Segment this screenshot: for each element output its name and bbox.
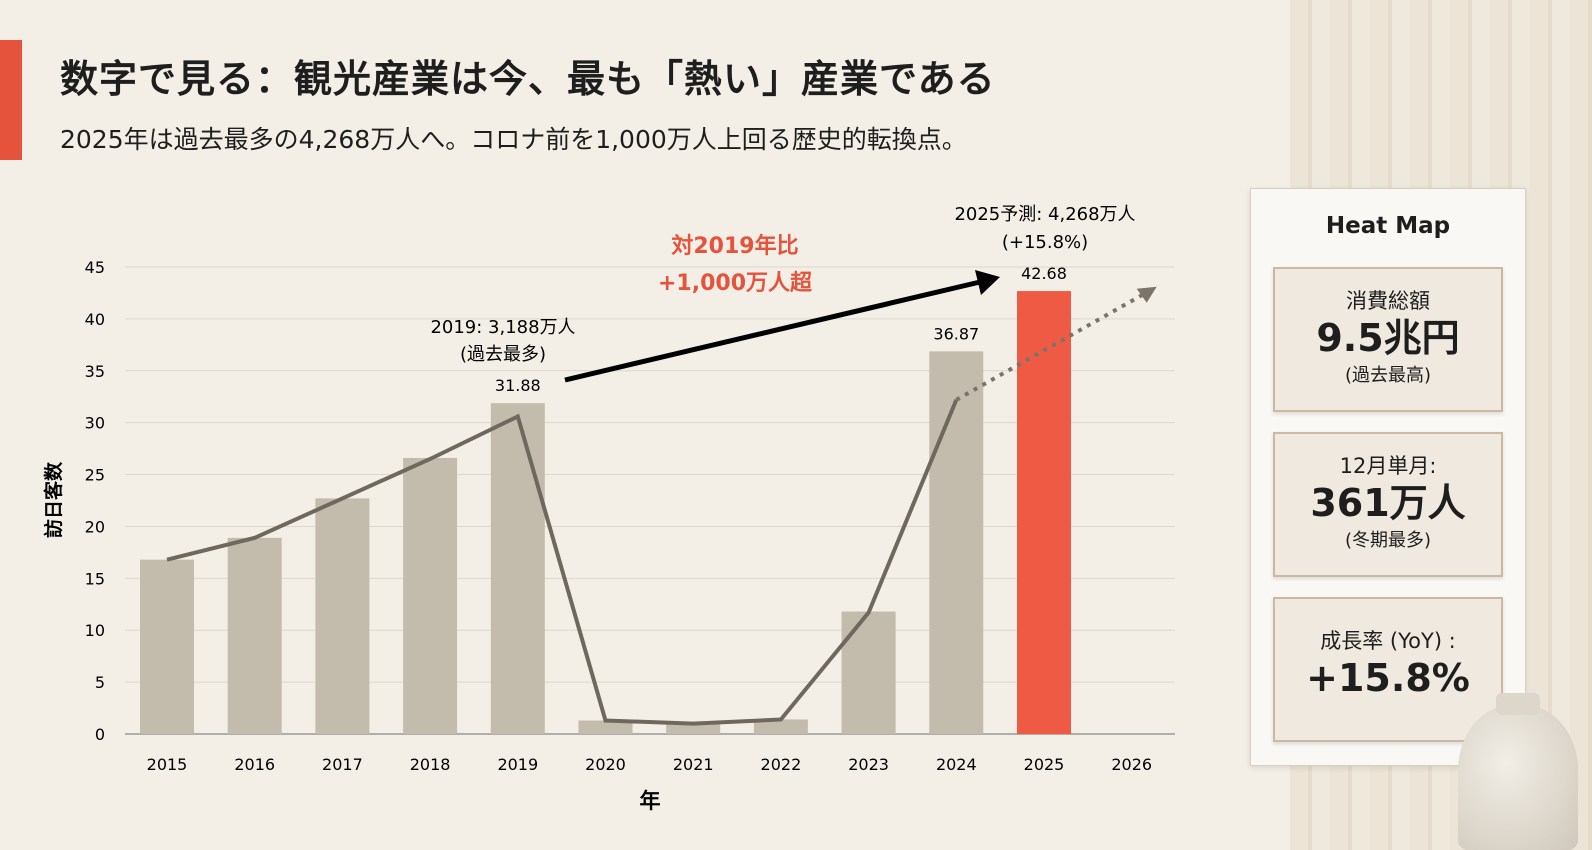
bar-2023 bbox=[841, 611, 896, 734]
bar-2021 bbox=[666, 723, 721, 734]
heat-map-title: Heat Map bbox=[1325, 213, 1451, 239]
annotation-2025: 2025予測: 4,268万人 bbox=[954, 204, 1135, 225]
data-label-2019: 31.88 bbox=[495, 376, 541, 395]
metric-card-december: 12月単月: 361万人 (冬期最多) bbox=[1273, 432, 1503, 577]
y-tick-label: 20 bbox=[85, 517, 105, 536]
x-tick-label: 2015 bbox=[147, 755, 188, 774]
heat-map-panel: Heat Map 消費総額 9.5兆円 (過去最高) 12月単月: 361万人 … bbox=[1250, 188, 1526, 766]
y-tick-label: 45 bbox=[85, 258, 105, 277]
x-tick-label: 2026 bbox=[1111, 755, 1152, 774]
annotation-2019-note: (過去最多) bbox=[460, 344, 546, 365]
y-tick-label: 15 bbox=[85, 569, 105, 588]
projection-arrowhead-icon bbox=[1136, 286, 1157, 303]
y-axis-label: 訪日客数 bbox=[42, 461, 65, 538]
x-tick-label: 2019 bbox=[497, 755, 538, 774]
metric-card-spending: 消費総額 9.5兆円 (過去最高) bbox=[1273, 267, 1503, 412]
data-label-2025: 42.68 bbox=[1021, 264, 1067, 283]
growth-annotation-value: +1,000万人超 bbox=[658, 271, 813, 296]
data-label-2024: 36.87 bbox=[933, 324, 979, 343]
page-subtitle: 2025年は過去最多の4,268万人へ。コロナ前を1,000万人上回る歴史的転換… bbox=[60, 125, 967, 154]
y-tick-label: 40 bbox=[85, 310, 105, 329]
bar-2018 bbox=[403, 457, 458, 734]
y-tick-label: 0 bbox=[95, 725, 105, 744]
y-tick-label: 35 bbox=[85, 362, 105, 381]
x-axis-label: 年 bbox=[640, 789, 661, 813]
x-tick-label: 2020 bbox=[585, 755, 626, 774]
bar-2022 bbox=[753, 719, 808, 734]
bar-2015 bbox=[140, 559, 194, 734]
bar-2025 bbox=[1017, 291, 1071, 734]
bar-2019 bbox=[490, 403, 545, 734]
metric-card-growth: 成長率 (YoY) : +15.8% bbox=[1273, 597, 1503, 742]
x-tick-label: 2018 bbox=[410, 755, 451, 774]
metric-value: 361万人 bbox=[1310, 481, 1466, 525]
x-tick-label: 2025 bbox=[1024, 755, 1065, 774]
metric-label: 12月単月: bbox=[1339, 454, 1437, 478]
bar-2024 bbox=[929, 351, 984, 734]
growth-arrow bbox=[564, 279, 981, 383]
annotation-2025-note: (+15.8%) bbox=[1002, 232, 1088, 253]
x-tick-label: 2023 bbox=[848, 755, 889, 774]
trend-line bbox=[166, 399, 959, 726]
metric-value: 9.5兆円 bbox=[1316, 316, 1460, 360]
y-tick-label: 25 bbox=[85, 466, 105, 485]
bar-2017 bbox=[315, 498, 370, 734]
metric-label: 成長率 (YoY) : bbox=[1320, 629, 1456, 653]
metric-label: 消費総額 bbox=[1346, 289, 1430, 313]
annotation-2019: 2019: 3,188万人 bbox=[430, 317, 575, 338]
x-tick-label: 2021 bbox=[673, 755, 714, 774]
page-title: 数字で見る：観光産業は今、最も「熱い」産業である bbox=[60, 57, 996, 101]
x-tick-label: 2017 bbox=[322, 755, 363, 774]
bar-2016 bbox=[227, 537, 282, 734]
x-tick-label: 2016 bbox=[234, 755, 275, 774]
y-tick-label: 5 bbox=[95, 673, 105, 692]
x-tick-label: 2022 bbox=[761, 755, 802, 774]
x-tick-label: 2024 bbox=[936, 755, 977, 774]
title-accent-bar bbox=[0, 40, 22, 160]
y-tick-label: 10 bbox=[85, 621, 105, 640]
metric-note: (冬期最多) bbox=[1344, 530, 1432, 551]
metric-value: +15.8% bbox=[1306, 656, 1470, 700]
vase-decoration bbox=[1458, 693, 1578, 850]
metric-note: (過去最高) bbox=[1344, 365, 1432, 386]
y-tick-label: 30 bbox=[85, 414, 105, 433]
bar-2020 bbox=[578, 720, 633, 734]
growth-arrowhead-icon bbox=[975, 270, 1000, 295]
growth-annotation: 対2019年比 bbox=[671, 233, 798, 259]
